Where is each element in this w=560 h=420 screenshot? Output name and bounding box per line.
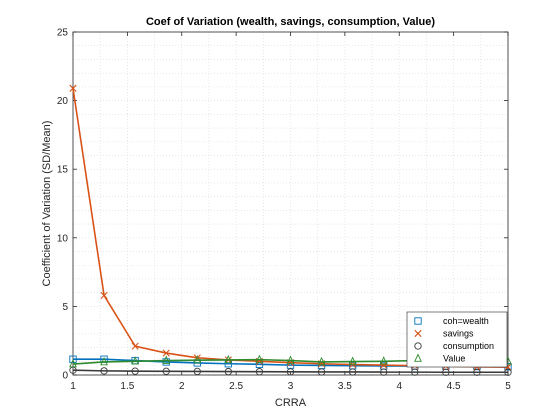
x-tick-label: 3	[288, 381, 294, 392]
data-point-value	[162, 355, 171, 364]
data-point-coh-wealth	[69, 355, 77, 363]
data-point-savings	[131, 342, 139, 350]
data-point-value	[193, 355, 202, 364]
legend-label: consumption	[443, 341, 494, 351]
data-point-consumption	[380, 368, 388, 376]
data-point-coh-wealth	[162, 358, 170, 366]
data-point-consumption	[131, 367, 139, 375]
data-point-consumption	[100, 367, 108, 375]
x-tick-label: 2.5	[229, 381, 243, 392]
data-point-value	[69, 358, 77, 368]
x-tick-label: 3.5	[338, 381, 352, 392]
data-point-consumption	[442, 368, 450, 376]
data-point-value	[131, 356, 140, 365]
legend-label: coh=wealth	[443, 316, 489, 326]
legend-marker	[414, 353, 422, 362]
data-point-value	[379, 356, 388, 365]
grid-lines	[72, 31, 509, 376]
data-point-savings	[100, 291, 108, 300]
legend-label: savings	[443, 329, 474, 339]
legend: coh=wealth savings consumption Value	[406, 311, 508, 368]
data-point-consumption	[411, 368, 419, 376]
data-point-savings	[380, 361, 388, 369]
chart-title: Coef of Variation (wealth, savings, cons…	[146, 16, 435, 28]
y-axis-label: Coefficient of Variation (SD/Mean)	[41, 121, 53, 287]
data-point-savings	[69, 84, 77, 92]
data-point-value	[224, 354, 233, 364]
legend-label: Value	[443, 354, 465, 364]
x-tick-label: 1.5	[120, 381, 134, 392]
x-tick-label: 4.5	[447, 381, 461, 392]
data-point-value	[100, 356, 108, 366]
data-point-consumption	[255, 368, 264, 376]
data-point-value	[255, 354, 264, 363]
data-point-consumption	[504, 368, 512, 376]
y-tick-label: 0	[62, 371, 68, 382]
x-tick-label: 2	[179, 381, 185, 392]
legend-marker	[414, 342, 422, 350]
data-point-value	[317, 356, 326, 366]
x-axis-label: CRRA	[275, 397, 307, 409]
y-tick-label: 25	[57, 28, 69, 39]
data-point-consumption	[348, 368, 357, 376]
x-tick-label: 5	[505, 381, 511, 392]
data-point-consumption	[317, 368, 326, 376]
axis-ticks: 1 1.5 2 2.5 3 3.5 4 4.5 5 0 5 10 15 20 25	[57, 28, 511, 393]
series-consumption	[69, 366, 512, 376]
series-line-consumption	[72, 369, 508, 374]
x-tick-label: 4	[396, 381, 402, 392]
y-tick-label: 5	[62, 302, 68, 313]
data-point-consumption	[473, 368, 481, 376]
data-point-savings	[162, 349, 170, 357]
x-tick-label: 1	[70, 381, 76, 392]
data-point-value	[348, 356, 357, 365]
data-point-consumption	[193, 367, 201, 376]
y-tick-label: 15	[57, 165, 69, 176]
legend-marker	[414, 317, 422, 325]
data-point-consumption	[162, 367, 170, 375]
legend-box	[406, 311, 508, 368]
data-point-value	[286, 355, 295, 364]
y-tick-label: 10	[57, 233, 69, 244]
y-tick-label: 20	[57, 96, 69, 107]
legend-marker	[414, 329, 422, 338]
data-point-consumption	[224, 367, 233, 376]
data-point-consumption	[286, 368, 295, 376]
